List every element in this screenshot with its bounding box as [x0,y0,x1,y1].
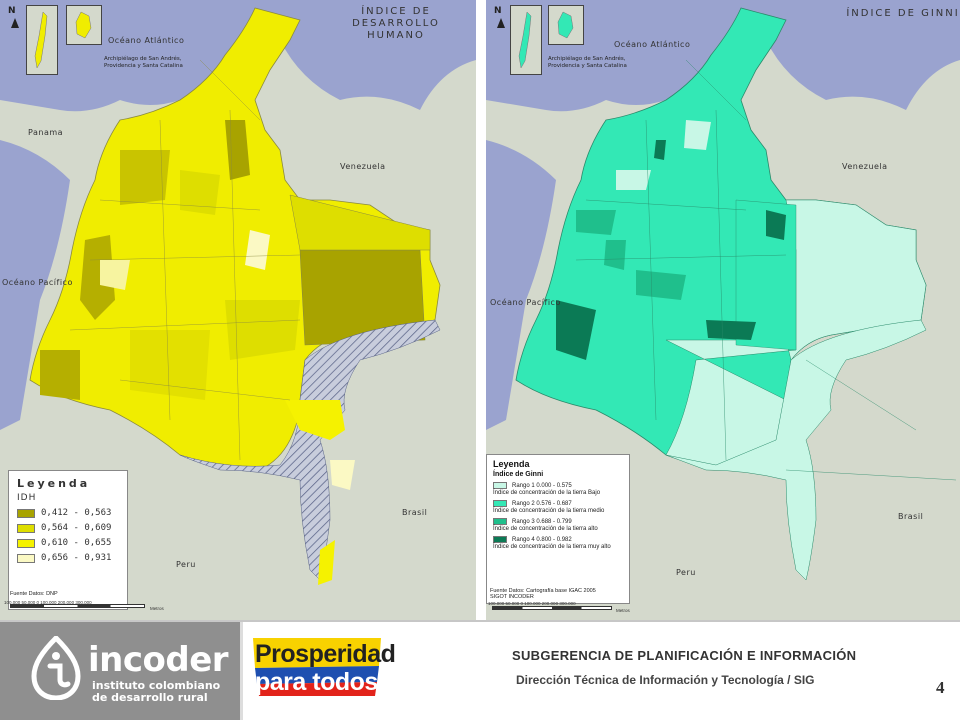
legend-label: 0,412 - 0,563 [41,508,112,518]
legend-swatch [17,553,35,563]
archipelago-note: Archipiélago de San Andrés, Providencia … [548,56,627,69]
label-peru: Peru [176,560,196,569]
prosperidad-line1: Prosperidad [255,640,396,668]
legend-swatch [493,518,507,525]
ginni-scalebar [492,606,612,610]
legend-label: 0,610 - 0,655 [41,538,112,548]
incoder-subtitle: instituto colombiano de desarrollo rural [92,679,221,704]
archipelago-note: Archipiélago de San Andrés, Providencia … [104,56,183,69]
legend-desc: Índice de concentración de la tierra alt… [493,526,598,532]
idh-map-title: ÍNDICE DE DESARROLLO HUMANO [352,6,440,41]
north-arrow-icon [11,18,19,28]
legend-label: Rango 4 0.800 - 0.982 [512,536,572,543]
san-andres-inset [510,5,542,75]
label-pacific: Océano Pacífico [490,298,561,307]
idh-source: Fuente Datos: DNP [10,591,58,597]
label-brasil: Brasil [402,508,428,517]
ginni-legend: Leyenda Índice de Ginni Rango 1 0.000 - … [486,454,630,604]
ginni-map-graphic [486,0,960,581]
legend-item: 0,610 - 0,655 [17,538,119,548]
label-atlantic: Océano Atlántico [108,36,185,45]
label-venezuela: Venezuela [842,162,888,171]
legend-title: Leyenda [17,477,91,490]
idh-scale-labels: 100.000 50.000 0 100.000 200.000 300.000 [4,600,92,605]
legend-swatch [17,523,35,533]
legend-subtitle: IDH [17,493,37,503]
legend-item: 0,564 - 0,609 [17,523,119,533]
direccion-subtitle: Dirección Técnica de Información y Tecno… [516,673,815,687]
ginni-scale-labels: 100.000 50.000 0 100.000 200.000 300.000 [488,601,576,606]
legend-item: Rango 1 0.000 - 0.575 [493,482,623,489]
ginni-map-panel: N Archipiélago de San Andrés, Providenci… [486,0,960,620]
label-atlantic: Océano Atlántico [614,40,691,49]
legend-item: Rango 4 0.800 - 0.982 [493,536,623,543]
legend-item: Rango 2 0.576 - 0.687 [493,500,623,507]
incoder-name: incoder [88,640,229,680]
idh-legend: Leyenda IDH 0,412 - 0,563 0,564 - 0,609 … [8,470,128,610]
legend-subtitle: Índice de Ginni [493,471,544,478]
subgerencia-title: SUBGERENCIA DE PLANIFICACIÓN E INFORMACI… [512,648,857,663]
label-pacific: Océano Pacífico [2,278,73,287]
legend-label: Rango 3 0.688 - 0.799 [512,518,572,525]
north-arrow-icon [497,18,505,28]
legend-item: 0,412 - 0,563 [17,508,119,518]
idh-scale-unit: Metros [150,606,164,611]
label-venezuela: Venezuela [340,162,386,171]
ginni-scale-unit: Metros [616,608,630,613]
legend-label: Rango 1 0.000 - 0.575 [512,482,572,489]
legend-swatch [493,500,507,507]
legend-swatch [17,508,35,518]
legend-label: 0,564 - 0,609 [41,523,112,533]
label-brasil: Brasil [898,512,924,521]
incoder-logo: incoder instituto colombiano de desarrol… [0,622,240,720]
colombia-flag-stripes-icon [253,638,381,696]
providencia-inset [548,5,584,45]
footer: incoder instituto colombiano de desarrol… [0,620,960,720]
north-arrow: N [8,6,16,16]
footer-divider [0,620,960,622]
legend-title: Leyenda [493,459,530,469]
idh-scalebar [10,604,145,608]
legend-desc: Índice de concentración de la tierra med… [493,508,605,514]
legend-swatch [493,482,507,489]
footer-separator [240,622,243,720]
prosperidad-line2: para todos [255,668,378,696]
label-panama: Panama [28,128,64,137]
legend-label: 0,656 - 0,931 [41,553,112,563]
ginni-map-title: ÍNDICE DE GINNI [846,8,960,19]
legend-item: Rango 3 0.688 - 0.799 [493,518,623,525]
legend-label: Rango 2 0.576 - 0.687 [512,500,572,507]
providencia-inset [66,5,102,45]
incoder-emblem-icon [31,636,81,700]
legend-desc: Índice de concentración de la tierra muy… [493,544,611,550]
ginni-source: Fuente Datos: Cartografía base IGAC 2005… [490,588,596,600]
legend-swatch [17,538,35,548]
idh-map-graphic [0,0,476,585]
label-peru: Peru [676,568,696,577]
idh-map-panel: N Archipiélago de San Andrés, Providenci… [0,0,476,620]
legend-desc: Índice de concentración de la tierra Baj… [493,490,601,496]
page-number: 4 [936,678,945,697]
north-arrow: N [494,6,502,16]
san-andres-inset [26,5,58,75]
legend-swatch [493,536,507,543]
legend-item: 0,656 - 0,931 [17,553,119,563]
